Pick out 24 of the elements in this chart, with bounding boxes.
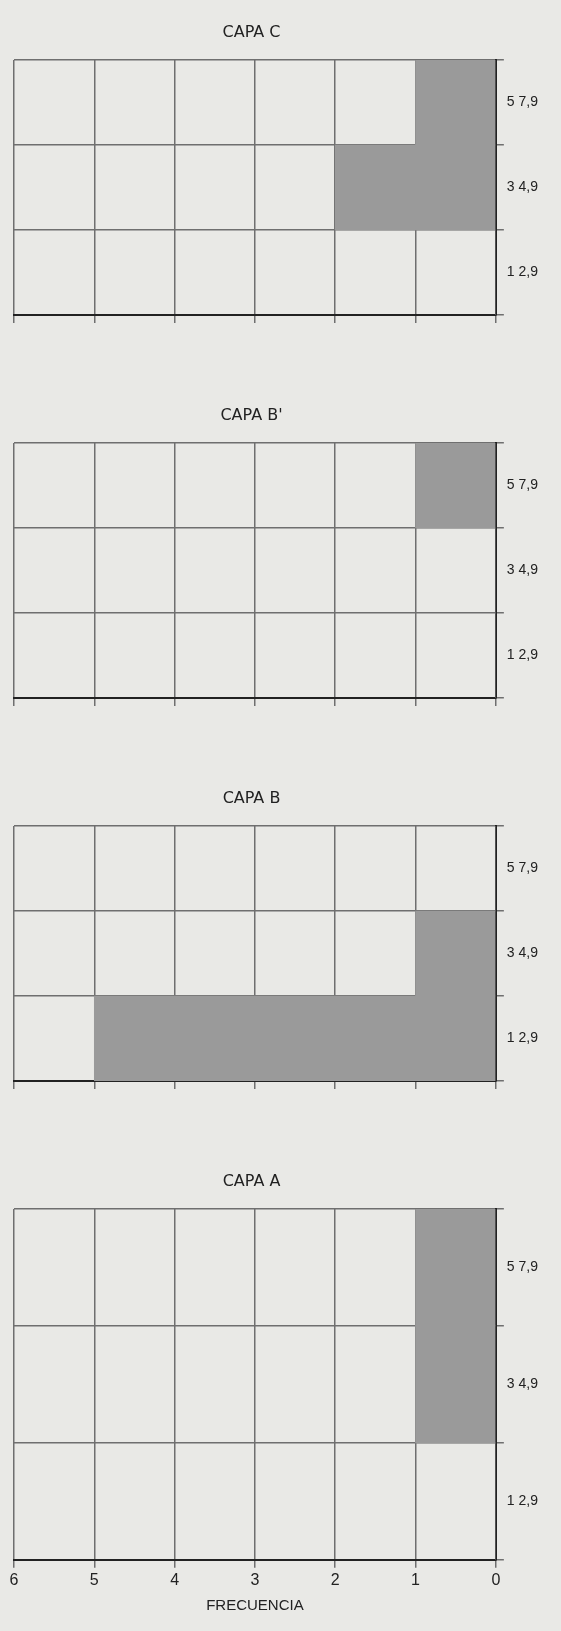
x-tick-label: 5 — [89, 1570, 99, 1588]
y-tick-label: 5 7,9 — [506, 476, 539, 493]
y-tick-label: 1 2,9 — [506, 646, 539, 663]
y-tick-label: 3 4,9 — [506, 178, 539, 195]
y-tick-label: 3 4,9 — [506, 561, 539, 578]
y-tick-label: 5 7,9 — [506, 1258, 539, 1275]
y-tick-label: 1 2,9 — [506, 263, 539, 280]
chart-title: CAPA A — [221, 1171, 282, 1190]
x-tick-label: 6 — [9, 1570, 19, 1588]
y-tick-label: 5 7,9 — [506, 859, 539, 876]
y-tick-label: 5 7,9 — [506, 93, 539, 110]
y-tick-label: 1 2,9 — [506, 1492, 539, 1509]
x-tick-label: 4 — [170, 1570, 180, 1588]
y-tick-label: 3 4,9 — [506, 944, 539, 961]
y-tick-label: 3 4,9 — [506, 1375, 539, 1392]
y-tick-label: 1 2,9 — [506, 1029, 539, 1046]
chart-title: CAPA B' — [219, 405, 284, 424]
x-tick-label: 3 — [250, 1570, 260, 1588]
chart-title: CAPA C — [221, 22, 282, 41]
x-tick-label: 1 — [411, 1570, 421, 1588]
x-tick-label: 0 — [491, 1570, 501, 1588]
x-axis-title: FRECUENCIA — [206, 1596, 304, 1614]
chart-title: CAPA B — [221, 788, 282, 807]
x-tick-label: 2 — [330, 1570, 340, 1588]
